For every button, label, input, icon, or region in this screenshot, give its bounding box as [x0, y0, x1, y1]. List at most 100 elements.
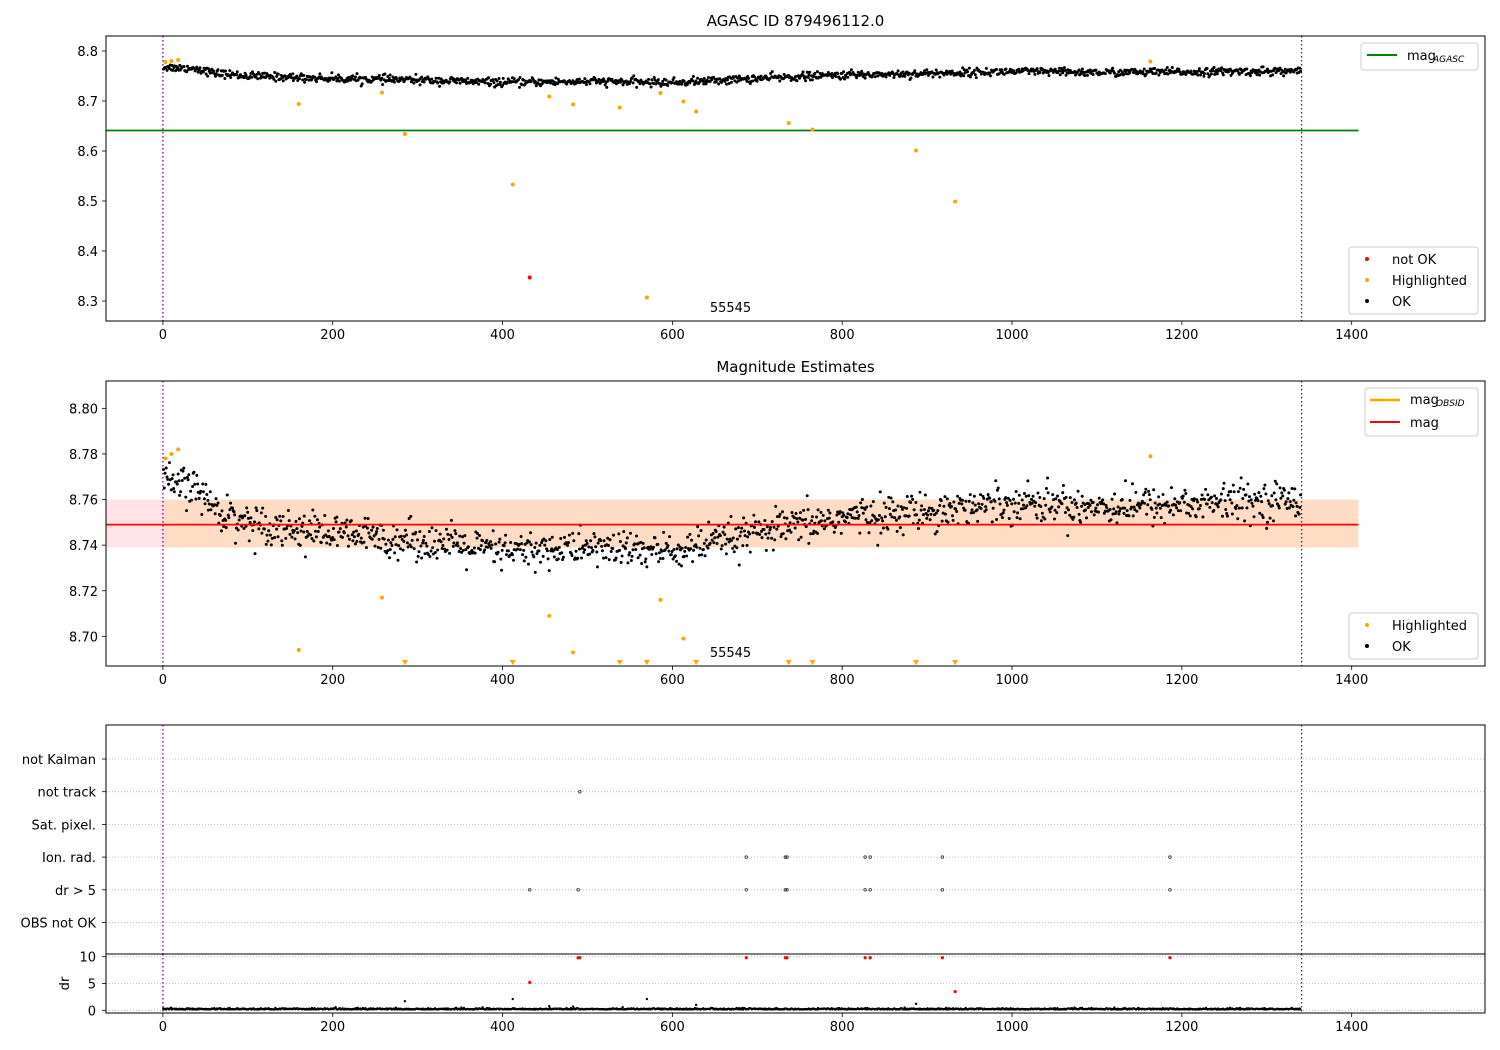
estimates-ok-point — [1274, 498, 1278, 502]
estimates-ok-point — [399, 534, 403, 538]
estimates-ok-point — [294, 519, 298, 523]
estimates-ok-point — [1025, 504, 1029, 508]
estimates-ok-point — [738, 534, 742, 538]
agasc-ok-point — [498, 80, 502, 84]
estimates-ok-point — [1054, 497, 1058, 501]
estimates-ok-point — [660, 549, 664, 553]
estimates-ok-point — [176, 472, 180, 476]
estimates-ok-point — [796, 520, 800, 524]
agasc-ok-point — [279, 73, 283, 77]
estimates-ok-point — [631, 548, 635, 552]
estimates-ok-point — [1239, 476, 1243, 480]
estimates-ok-point — [606, 536, 610, 540]
estimates-ok-point — [1153, 501, 1157, 505]
estimates-ok-point — [418, 530, 422, 534]
dr-x-tick-label: 0 — [159, 1020, 167, 1035]
estimates-ok-point — [1012, 497, 1016, 501]
estimates-ok-point — [843, 520, 847, 524]
estimates-ok-point — [1262, 487, 1266, 491]
estimates-ok-point — [622, 530, 626, 534]
estimates-ok-point — [1210, 501, 1214, 505]
estimates-ok-point — [583, 548, 587, 552]
estimates-ok-point — [658, 557, 662, 561]
estimates-ok-point — [476, 531, 480, 535]
flags-point — [528, 888, 532, 892]
estimates-ok-point — [1056, 494, 1060, 498]
agasc-ok-point — [706, 75, 710, 79]
agasc-ok-point — [1166, 72, 1170, 76]
estimates-ok-point — [259, 511, 263, 515]
estimates-ok-point — [860, 497, 864, 501]
estimates-ok-point — [1280, 491, 1284, 495]
agasc-ok-point — [682, 79, 686, 83]
estimates-ok-point — [1213, 494, 1217, 498]
dr-ok-point — [902, 1008, 905, 1011]
estimates-ok-point — [510, 553, 514, 557]
estimates-ok-point — [935, 530, 939, 534]
estimates-ok-point — [928, 518, 932, 522]
estimates-ok-point — [969, 511, 973, 515]
estimates-ok-point — [715, 541, 719, 545]
flags-axes-frame — [105, 724, 1486, 955]
estimates-ok-point — [519, 535, 523, 539]
estimates-ok-point — [863, 507, 867, 511]
estimates-ok-point — [381, 528, 385, 532]
estimates-ok-point — [544, 539, 548, 543]
estimates-ok-point — [898, 515, 902, 519]
agasc-ok-point — [994, 67, 998, 71]
agasc-highlighted-point — [681, 99, 686, 104]
agasc-ok-point — [437, 76, 441, 80]
estimates-ok-point — [278, 514, 282, 518]
estimates-ok-point — [172, 490, 176, 494]
estimates-ok-point — [805, 494, 809, 498]
estimates-ok-point — [319, 541, 323, 545]
estimates-ok-point — [915, 513, 919, 517]
estimates-ok-point — [1088, 503, 1092, 507]
estimates-ok-point — [171, 473, 175, 477]
estimates-ok-point — [1266, 499, 1270, 503]
estimates-ok-point — [815, 515, 819, 519]
estimates-ok-point — [1039, 505, 1043, 509]
estimates-ok-point — [970, 508, 974, 512]
estimates-ok-point — [397, 544, 401, 548]
estimates-ok-point — [260, 531, 264, 535]
estimates-ok-point — [1085, 516, 1089, 520]
agasc-ok-point — [239, 73, 243, 77]
agasc-y-tick-label: 8.7 — [77, 95, 98, 110]
estimates-ok-point — [445, 548, 449, 552]
estimates-ok-point — [1007, 517, 1011, 521]
agasc-ok-point — [165, 68, 169, 72]
estimates-ok-point — [506, 549, 510, 553]
estimates-ok-point — [948, 502, 952, 506]
estimates-ok-point — [318, 525, 322, 529]
agasc-ok-point — [708, 80, 712, 84]
estimates-ok-point — [409, 514, 413, 518]
agasc-ok-point — [250, 70, 254, 74]
estimates-ok-point — [1275, 482, 1279, 486]
estimates-ok-point — [967, 499, 971, 503]
agasc-ok-point — [635, 85, 639, 89]
agasc-highlighted-point — [694, 109, 699, 114]
agasc-ok-point — [198, 66, 202, 70]
estimates-ok-point — [530, 550, 534, 554]
estimates-ok-point — [741, 544, 745, 548]
estimates-ok-point — [386, 549, 390, 553]
estimates-ok-point — [297, 517, 301, 521]
estimates-ok-point — [1178, 501, 1182, 505]
estimates-ok-point — [950, 514, 954, 518]
estimates-ok-point — [899, 505, 903, 509]
dr-y-tick-label: 0 — [88, 1004, 96, 1019]
estimates-ok-point — [1157, 495, 1161, 499]
estimates-ok-point — [315, 518, 319, 522]
estimates-ok-point — [657, 560, 661, 564]
agasc-ok-point — [714, 80, 718, 84]
agasc-ok-point — [934, 68, 938, 72]
agasc-ok-point — [288, 72, 292, 76]
estimates-ok-point — [201, 490, 205, 494]
agasc-ok-point — [1282, 74, 1286, 78]
estimates-ok-point — [570, 553, 574, 557]
estimates-ok-point — [172, 486, 176, 490]
estimates-ok-point — [922, 507, 926, 511]
agasc-ok-point — [1111, 66, 1115, 70]
estimates-ok-point — [1061, 484, 1065, 488]
